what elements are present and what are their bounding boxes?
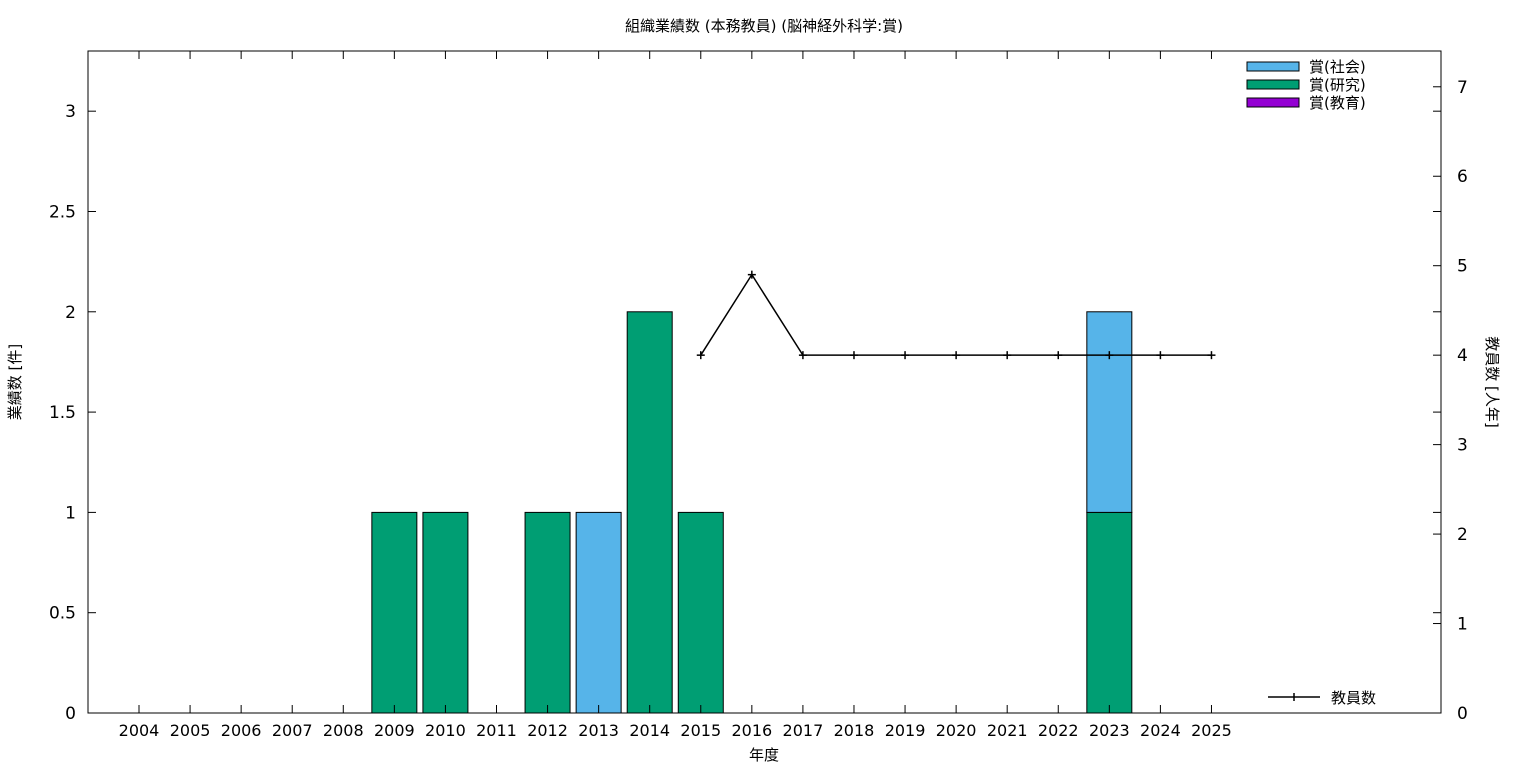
x-axis-ticks: 2004 2005 2006 2007 2008 2009 2010 2011 2012 2013… [119,51,1232,740]
legend-swatch [1246,97,1300,108]
legend-label: 賞(研究) [1309,76,1366,94]
teacher-line [696,270,1216,360]
x-tick-label: 2023 [1089,721,1130,740]
teacher-point-2018 [849,351,858,360]
x-tick-label: 2019 [885,721,926,740]
y2-axis-label: 教員数 [人年] [1483,336,1501,427]
y2-tick-label: 5 [1457,257,1468,277]
y2-tick-label: 4 [1457,346,1468,366]
y-tick-label: 2.5 [49,202,76,222]
y-axis-ticks: 0 0.5 1 1.5 2 2.5 3 [49,102,1441,724]
x-tick-label: 2016 [731,721,772,740]
y2-tick-label: 3 [1457,436,1468,456]
x-tick-label: 2008 [323,721,364,740]
x-tick-label: 2020 [936,721,977,740]
x-tick-label: 2021 [987,721,1028,740]
x-tick-label: 2013 [578,721,619,740]
bar-2023 [1086,311,1133,513]
x-tick-label: 2024 [1140,721,1181,740]
legend-label: 賞(社会) [1309,58,1366,76]
teacher-point-2022 [1054,351,1063,360]
bar-2014 [626,311,673,714]
teacher-line-path [700,273,1212,356]
x-tick-label: 2017 [783,721,824,740]
y2-tick-label: 0 [1457,704,1468,724]
y2-tick-label: 6 [1457,167,1468,187]
x-tick-label: 2005 [170,721,211,740]
y-tick-label: 0 [65,704,76,724]
x-tick-label: 2025 [1191,721,1232,740]
bar-2010 [422,511,469,714]
teacher-point-2025 [1207,351,1216,360]
bar-2023 [1086,511,1133,714]
bar-2012 [524,511,571,714]
teacher-point-2017 [798,351,807,360]
teacher-point-2015 [696,351,705,360]
plot-area [87,50,1442,714]
chart-title: 組織業績数 (本務教員) (脳神経外科学:賞) [625,17,903,35]
legend: 賞(社会)賞(研究)賞(教育) [1246,58,1366,112]
teacher-point-2021 [1003,351,1012,360]
y-tick-label: 1.5 [49,403,76,423]
x-tick-label: 2018 [834,721,875,740]
x-tick-label: 2015 [680,721,721,740]
x-tick-label: 2022 [1038,721,1079,740]
line-legend: 教員数 [1268,689,1376,707]
legend-swatch [1246,61,1300,72]
teacher-point-2019 [901,351,910,360]
y2-tick-label: 7 [1457,78,1468,98]
teacher-point-2024 [1156,351,1165,360]
x-tick-label: 2010 [425,721,466,740]
x-tick-label: 2014 [629,721,670,740]
x-tick-label: 2006 [221,721,262,740]
y-tick-label: 1 [65,503,76,523]
bar-2013 [575,511,622,714]
x-axis-label: 年度 [749,746,779,764]
bar-2015 [677,511,724,714]
legend-label: 賞(教育) [1309,94,1366,112]
teacher-point-2016 [747,270,756,279]
y-axis-label: 業績数 [件] [6,344,24,420]
bar-2009 [371,511,418,714]
y2-tick-label: 1 [1457,615,1468,635]
y-tick-label: 0.5 [49,604,76,624]
x-tick-label: 2007 [272,721,313,740]
x-tick-label: 2011 [476,721,517,740]
y-tick-label: 2 [65,303,76,323]
line-legend-label: 教員数 [1331,689,1376,707]
teacher-point-2023 [1105,351,1114,360]
x-tick-label: 2012 [527,721,568,740]
legend-swatch [1246,79,1300,90]
x-tick-label: 2004 [119,721,160,740]
y2-tick-label: 2 [1457,525,1468,545]
teacher-point-2020 [952,351,961,360]
y-tick-label: 3 [65,102,76,122]
bars [371,311,1133,714]
y2-axis-ticks: 0 1 2 3 4 5 6 7 [1433,78,1468,724]
x-tick-label: 2009 [374,721,415,740]
